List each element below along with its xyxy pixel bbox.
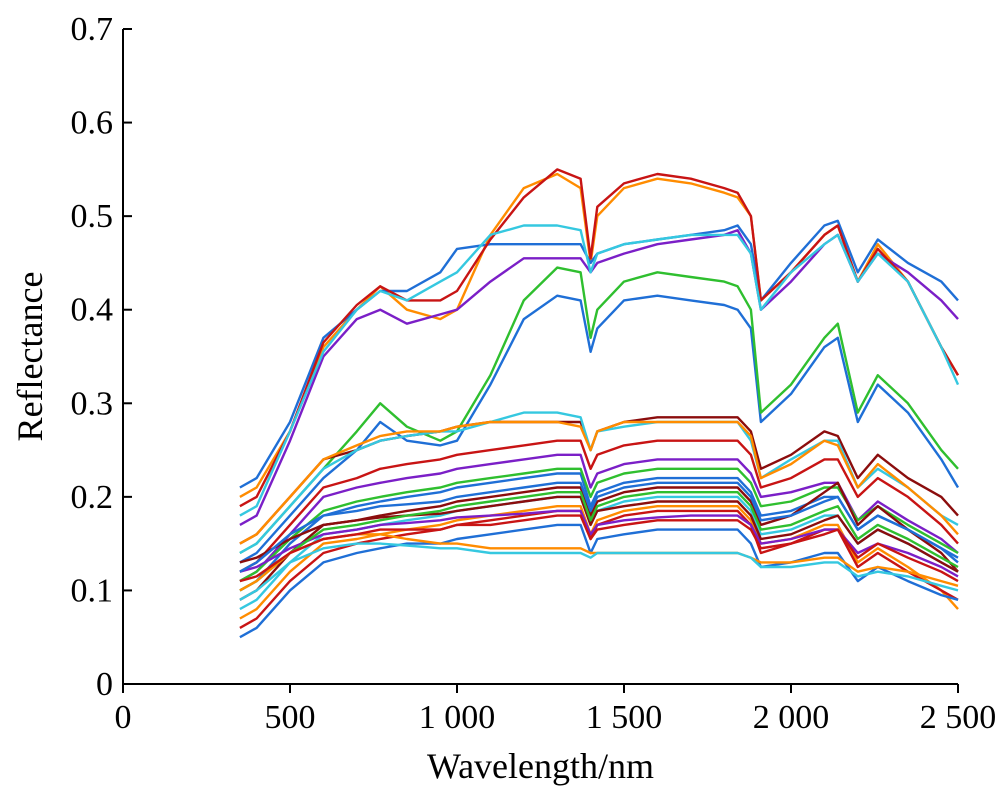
y-tick-label: 0.4 — [71, 292, 114, 329]
x-tick-label: 2 500 — [920, 699, 997, 736]
x-tick-label: 1 500 — [586, 699, 663, 736]
spectrum-line-25 — [239, 514, 959, 583]
spectrum-line-17 — [239, 505, 959, 620]
spectrum-line-11 — [239, 439, 959, 573]
spectrum-line-22 — [239, 491, 959, 592]
x-axis-title: Wavelength/nm — [427, 746, 654, 786]
x-tick-label: 2 000 — [753, 699, 830, 736]
y-tick-label: 0.6 — [71, 105, 114, 142]
x-tick-label: 1 000 — [419, 699, 496, 736]
spectrum-line-4 — [239, 168, 960, 508]
y-tick-label: 0.1 — [71, 572, 114, 609]
spectrum-line-10 — [239, 420, 959, 545]
x-tick-label: 0 — [115, 699, 132, 736]
spectrum-line-15 — [239, 481, 959, 601]
y-tick-label: 0.5 — [71, 198, 114, 235]
spectrum-line-6 — [239, 294, 960, 564]
y-tick-label: 0 — [96, 666, 113, 703]
spectrum-line-24 — [239, 542, 959, 601]
y-tick-label: 0.7 — [71, 11, 114, 48]
y-tick-label: 0.3 — [71, 385, 114, 422]
spectrum-line-7 — [239, 266, 959, 555]
y-axis-title: Reflectance — [10, 272, 50, 442]
axes-layer — [122, 29, 958, 685]
spectrum-line-21 — [239, 495, 959, 573]
spectrum-line-19 — [239, 523, 959, 639]
spectrum-line-9 — [239, 411, 959, 555]
y-tick-label: 0.2 — [71, 479, 114, 516]
series-layer — [239, 168, 960, 639]
spectrum-line-14 — [239, 467, 959, 583]
spectrum-line-26 — [239, 481, 959, 573]
spectrum-line-5 — [239, 224, 960, 517]
ticks-layer: 0 0.1 0.2 0.3 0.4 0.5 0.6 0.7 0 500 1 000 1 500 2 00… — [71, 11, 997, 736]
x-tick-label: 500 — [265, 699, 316, 736]
